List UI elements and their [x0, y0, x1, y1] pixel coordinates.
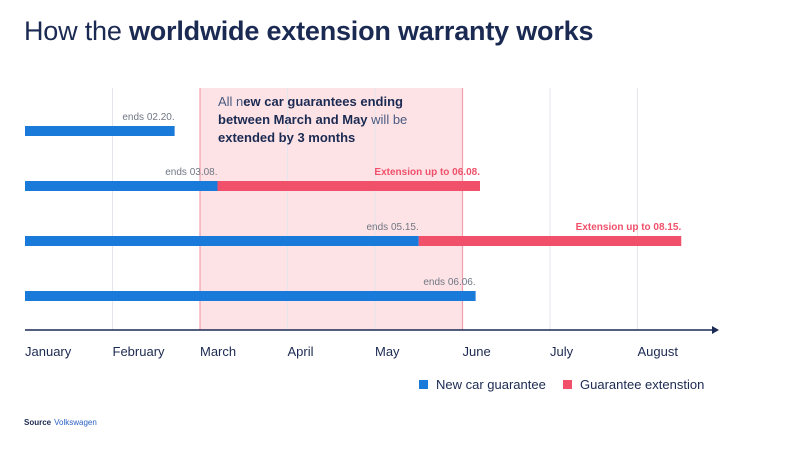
- chart-title-light: How the: [24, 16, 129, 46]
- bar-guarantee: [25, 181, 218, 191]
- x-tick-label: February: [113, 344, 166, 359]
- x-tick-label: June: [463, 344, 491, 359]
- x-tick-label: January: [25, 344, 72, 359]
- bar-extension-label: Extension up to 06.08.: [374, 167, 480, 178]
- annotation-line-1-prefix: All n: [218, 94, 243, 109]
- legend-swatch-guarantee: [419, 380, 428, 389]
- bar-extension: [217, 181, 480, 191]
- x-axis-arrow: [712, 326, 719, 334]
- x-tick-label: August: [638, 344, 679, 359]
- bar-labels-group: ends 02.20. ends 03.08. Extension up to 06…: [122, 112, 681, 288]
- annotation-line-2-bold: between March and May: [218, 112, 368, 127]
- bars-group: [25, 126, 682, 301]
- annotation-line-1: All new car guarantees ending: [218, 94, 403, 109]
- legend-label-guarantee: New car guarantee: [436, 377, 546, 392]
- bar-guarantee: [25, 291, 476, 301]
- bar-guarantee-label: ends 06.06.: [423, 277, 475, 288]
- x-axis-tick-labels: January February March April May June July Augu…: [25, 344, 678, 359]
- bar-guarantee-label: ends 02.20.: [122, 112, 174, 123]
- source-note: Source Volkswagen: [24, 418, 97, 427]
- x-tick-label: May: [375, 344, 400, 359]
- warranty-timeline-chart: ends 02.20. ends 03.08. Extension up to 06…: [25, 88, 719, 392]
- annotation-line-3: extended by 3 months: [218, 130, 355, 145]
- chart-title: How the worldwide extension warranty wor…: [24, 16, 593, 47]
- source-label: Source: [24, 418, 52, 427]
- annotation-line-2-suffix: will be: [368, 112, 408, 127]
- legend-label-extension: Guarantee extenstion: [580, 377, 704, 392]
- bar-extension: [418, 236, 682, 246]
- annotation-line-2: between March and May will be: [218, 112, 407, 127]
- source-value: Volkswagen: [54, 418, 97, 427]
- bar-guarantee-label: ends 05.15.: [366, 222, 418, 233]
- bar-extension-label: Extension up to 08.15.: [576, 222, 682, 233]
- legend-swatch-extension: [563, 380, 572, 389]
- bar-guarantee-label: ends 03.08.: [165, 167, 217, 178]
- highlight-march-may: [200, 88, 463, 330]
- x-tick-label: March: [200, 344, 236, 359]
- chart-title-bold: worldwide extension warranty works: [128, 16, 594, 46]
- x-tick-label: July: [550, 344, 574, 359]
- bar-guarantee: [25, 236, 419, 246]
- x-tick-label: April: [288, 344, 314, 359]
- legend: New car guarantee Guarantee extenstion: [419, 377, 704, 392]
- annotation-line-1-bold: ew car guarantees ending: [243, 94, 403, 109]
- bar-guarantee: [25, 126, 175, 136]
